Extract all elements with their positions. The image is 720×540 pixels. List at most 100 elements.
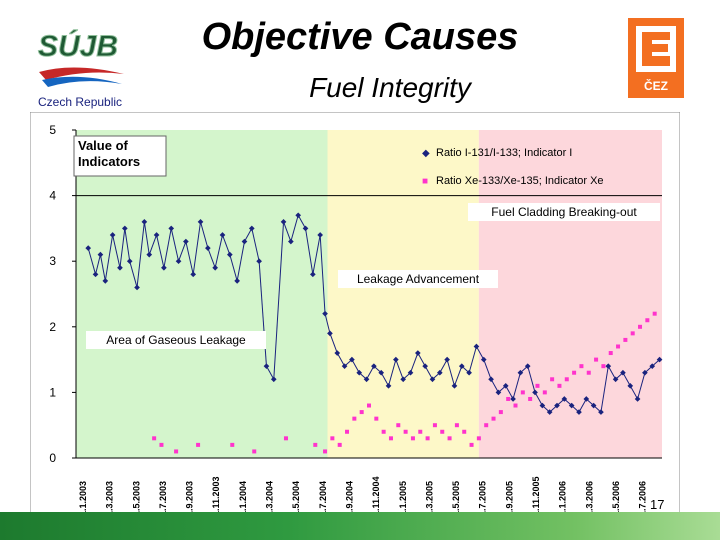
series-1-point-1 <box>159 443 163 447</box>
series-1-point-50 <box>631 331 635 335</box>
series-1-point-48 <box>616 344 620 348</box>
series-1-point-6 <box>284 436 288 440</box>
series-1-point-18 <box>396 423 400 427</box>
czech-republic-text: Czech Republic <box>38 95 122 109</box>
legend-indicator-i-marker: ◆ <box>422 148 430 159</box>
series-1-point-44 <box>587 371 591 375</box>
series-1-point-15 <box>374 417 378 421</box>
x-tick-label-10: 1.9.2004 <box>344 481 354 516</box>
cez-logo: ČEZ <box>628 18 684 98</box>
series-1-point-3 <box>196 443 200 447</box>
series-1-point-38 <box>543 390 547 394</box>
series-1-point-12 <box>352 417 356 421</box>
y-tick-label-2: 2 <box>49 320 56 334</box>
x-tick-label-0: 1.1.2003 <box>78 481 88 516</box>
series-1-point-26 <box>455 423 459 427</box>
czech-republic-logo: Czech Republic <box>34 64 134 112</box>
series-1-point-29 <box>477 436 481 440</box>
x-tick-label-8: 1.5.2004 <box>291 481 301 516</box>
series-1-point-37 <box>535 384 539 388</box>
series-1-point-33 <box>506 397 510 401</box>
zone-green <box>76 130 327 458</box>
x-tick-label-18: 1.1.2006 <box>558 481 568 516</box>
series-1-point-9 <box>330 436 334 440</box>
series-1-point-24 <box>440 430 444 434</box>
series-1-point-46 <box>601 364 605 368</box>
x-tick-label-7: 1.3.2004 <box>265 481 275 516</box>
series-1-point-0 <box>152 436 156 440</box>
series-1-point-8 <box>323 449 327 453</box>
y-tick-label-3: 3 <box>49 254 56 268</box>
x-tick-label-21: 1.7.2006 <box>638 481 648 516</box>
gaseous-leakage-label: Area of Gaseous Leakage <box>106 333 246 347</box>
series-1-point-31 <box>492 417 496 421</box>
x-tick-label-14: 1.5.2005 <box>451 481 461 516</box>
series-1-point-35 <box>521 390 525 394</box>
series-1-point-39 <box>550 377 554 381</box>
y-tick-label-0: 0 <box>49 451 56 465</box>
x-tick-label-13: 1.3.2005 <box>424 481 434 516</box>
series-1-point-49 <box>623 338 627 342</box>
series-1-point-17 <box>389 436 393 440</box>
legend-indicator-i: Ratio I-131/I-133; Indicator I <box>436 147 572 159</box>
series-1-point-43 <box>579 364 583 368</box>
series-1-point-11 <box>345 430 349 434</box>
x-tick-label-9: 1.7.2004 <box>318 481 328 516</box>
x-tick-label-1: 1.3.2003 <box>105 481 115 516</box>
series-1-point-27 <box>462 430 466 434</box>
cez-logo-text: ČEZ <box>644 78 668 93</box>
x-tick-label-17: 1.11.2005 <box>531 476 541 516</box>
x-tick-label-2: 1.5.2003 <box>131 481 141 516</box>
page-title: Objective Causes <box>150 16 570 59</box>
legend-indicator-xe: Ratio Xe-133/Xe-135; Indicator Xe <box>436 175 604 187</box>
series-1-point-51 <box>638 325 642 329</box>
x-tick-label-16: 1.9.2005 <box>504 481 514 516</box>
x-tick-label-20: 1.5.2006 <box>611 481 621 516</box>
leakage-advancement-label: Leakage Advancement <box>357 272 480 286</box>
x-tick-label-12: 1.1.2005 <box>398 481 408 516</box>
series-1-point-42 <box>572 371 576 375</box>
series-1-point-5 <box>252 449 256 453</box>
x-tick-label-6: 1.1.2004 <box>238 481 248 516</box>
series-1-point-14 <box>367 404 371 408</box>
series-1-point-7 <box>313 443 317 447</box>
series-1-point-25 <box>448 436 452 440</box>
x-tick-label-11: 1.11.2004 <box>371 476 381 516</box>
y-tick-label-4: 4 <box>49 189 56 203</box>
y-tick-label-5: 5 <box>49 123 56 137</box>
sujb-logo: SÚJB <box>36 24 126 64</box>
x-tick-label-15: 1.7.2005 <box>478 481 488 516</box>
series-1-point-10 <box>338 443 342 447</box>
series-1-point-23 <box>433 423 437 427</box>
series-1-point-45 <box>594 358 598 362</box>
fuel-integrity-chart: 0 1 2 3 4 5 1.1.2003 1.3.2003 1.5.2003 1.7.2003 1… <box>30 112 680 522</box>
x-tick-label-5: 1.11.2003 <box>211 476 221 516</box>
series-1-point-53 <box>653 312 657 316</box>
series-1-point-47 <box>609 351 613 355</box>
series-1-point-41 <box>565 377 569 381</box>
series-1-point-4 <box>230 443 234 447</box>
series-1-point-52 <box>645 318 649 322</box>
series-1-point-28 <box>470 443 474 447</box>
x-tick-label-3: 1.7.2003 <box>158 481 168 516</box>
series-1-point-36 <box>528 397 532 401</box>
series-1-point-22 <box>426 436 430 440</box>
y-tick-label-1: 1 <box>49 385 56 399</box>
series-1-point-16 <box>382 430 386 434</box>
series-1-point-30 <box>484 423 488 427</box>
footer-bar <box>0 512 720 540</box>
legend-indicator-xe-marker: ■ <box>422 176 428 187</box>
series-1-point-19 <box>404 430 408 434</box>
series-1-point-2 <box>174 449 178 453</box>
series-1-point-21 <box>418 430 422 434</box>
series-1-point-20 <box>411 436 415 440</box>
fuel-cladding-label: Fuel Cladding Breaking-out <box>491 205 637 219</box>
x-tick-label-19: 1.3.2006 <box>584 481 594 516</box>
series-1-point-13 <box>360 410 364 414</box>
page-subtitle: Fuel Integrity <box>200 72 580 104</box>
series-1-point-40 <box>557 384 561 388</box>
sujb-logo-text: SÚJB <box>38 29 118 63</box>
page-number: 17 <box>650 497 664 512</box>
series-1-point-34 <box>514 404 518 408</box>
value-of-indicators-label: Value of Indicators <box>74 136 166 172</box>
